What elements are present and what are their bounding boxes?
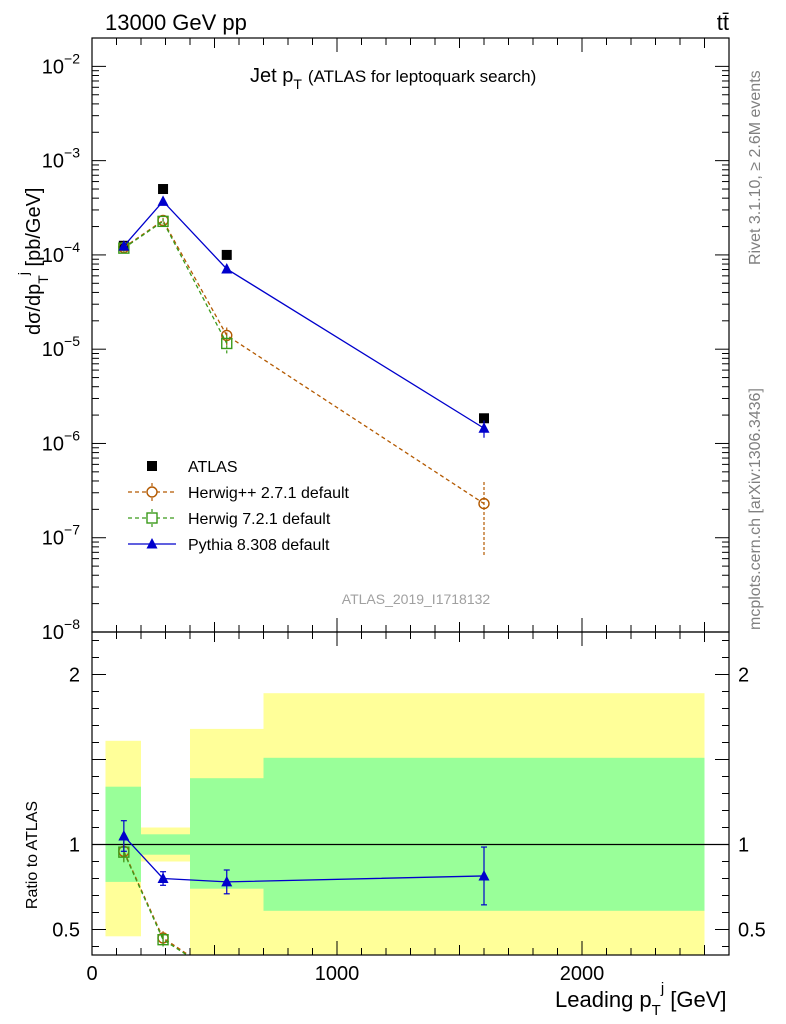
ratio-y-tick-label-left-0: 0.5 (52, 920, 80, 942)
main-y-tick-label-0: 10−8 (42, 616, 80, 644)
main-title-sub: T (293, 76, 302, 92)
main-y-tick-label-4: 10−4 (42, 239, 80, 267)
legend-marker-1 (146, 486, 158, 498)
ratio-y-axis-label: Ratio to ATLAS (24, 801, 41, 909)
main-series-point-3-2 (221, 262, 233, 274)
main-series-line-2 (123, 220, 228, 344)
legend-marker-0 (147, 461, 157, 471)
process-label: tt̄ (717, 10, 729, 35)
main-series-point-2-2 (221, 337, 233, 350)
main-series-line-3 (123, 200, 485, 429)
main-series-point-3-1 (157, 195, 169, 206)
main-series-point-1-3 (478, 497, 490, 510)
ratio-series-point-2-0 (118, 830, 130, 841)
main-series-point-0-3 (479, 413, 489, 424)
main-y-tick-label-1: 10−7 (42, 522, 80, 550)
main-y-tick-label-2: 10−6 (42, 427, 80, 455)
x-tick-label-0: 0 (86, 963, 97, 985)
main-series-point-3-3 (478, 422, 490, 433)
mcplots-label: mcplots.cern.ch [arXiv:1306.3436] (747, 388, 764, 630)
xlabel-part-a: Leading p (555, 987, 652, 1012)
ratio-series-line-2 (123, 835, 485, 883)
main-y-tick-label-5: 10−3 (42, 145, 80, 173)
main-title-rest: (ATLAS for leptoquark search) (308, 67, 536, 86)
legend: ATLAS Herwig++ 2.7.1 default Herwig 7.2.1 … (128, 459, 350, 554)
ratio-series-group (118, 820, 490, 955)
legend-label-3: Pythia 8.308 default (188, 537, 330, 554)
x-tick-label-2: 2000 (560, 963, 605, 985)
xlabel-part-d: [GeV] (664, 987, 726, 1012)
ylabel-part-c: j (15, 272, 31, 276)
main-y-tick-label-3: 10−5 (42, 333, 80, 361)
main-series-point-0-1 (158, 184, 169, 195)
ratio-y-tick-label-right-0: 0.5 (738, 920, 766, 942)
ylabel-part-b: T (35, 275, 51, 284)
ratio-y-tick-label-left-1: 1 (69, 835, 80, 857)
main-series-point-3-0 (118, 240, 130, 251)
main-title: Jet pT (ATLAS for leptoquark search) (250, 65, 536, 92)
ratio-y-tick-label-right-2: 2 (738, 665, 749, 687)
x-axis-label: Leading pTj [GeV] (555, 980, 727, 1019)
ratio-uncertainty-bands (105, 693, 705, 955)
legend-label-0: ATLAS (188, 459, 238, 476)
xlabel-part-c: j (660, 980, 664, 997)
main-series-point-2-1 (157, 215, 169, 228)
ratio-y-tick-label-right-1: 1 (738, 835, 749, 857)
main-y-tick-label-6: 10−2 (42, 50, 80, 78)
axis-ticks: 10−8 10−7 10−6 10−5 10−4 10−3 10−2 0 1000 2000 0.5… (42, 37, 766, 985)
rivet-label: Rivet 3.1.10, ≥ 2.6M events (747, 70, 764, 265)
ratio-series-point-2-1 (157, 872, 169, 883)
main-title-text: Jet p (250, 65, 293, 87)
main-y-axis-label: dσ/dpTj [pb/GeV] (15, 188, 51, 335)
ratio-series-point-2-2 (221, 875, 233, 887)
ylabel-part-a: dσ/dp (23, 284, 45, 335)
ratio-series-point-1-1 (157, 934, 169, 946)
main-series-line-1 (123, 219, 485, 505)
xlabel-part-b: T (652, 1002, 661, 1019)
ratio-series-line-1 (123, 851, 189, 955)
x-tick-label-1: 1000 (315, 963, 360, 985)
analysis-watermark: ATLAS_2019_I1718132 (342, 591, 491, 607)
main-series-point-0-2 (221, 249, 232, 260)
legend-label-1: Herwig++ 2.7.1 default (188, 485, 350, 502)
ratio-series-point-2-3 (478, 869, 490, 881)
energy-label: 13000 GeV pp (105, 10, 247, 35)
legend-marker-3 (146, 538, 158, 549)
main-series-group (118, 184, 490, 556)
legend-label-2: Herwig 7.2.1 default (188, 511, 331, 528)
ratio-y-tick-label-left-2: 2 (69, 665, 80, 687)
legend-marker-2 (146, 512, 158, 524)
ylabel-part-d: [pb/GeV] (23, 188, 45, 273)
